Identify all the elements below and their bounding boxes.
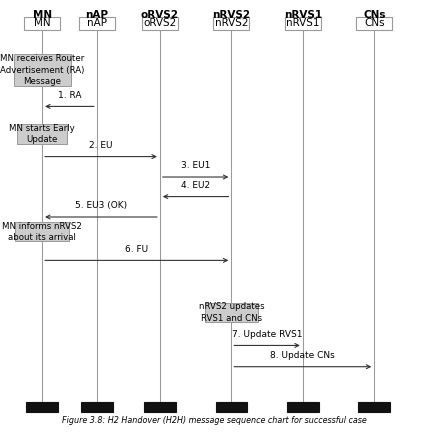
Text: 3. EU1: 3. EU1 — [181, 161, 210, 170]
Text: nRVS2 updates
RVS1 and CNs: nRVS2 updates RVS1 and CNs — [199, 302, 264, 323]
Text: MN informs nRVS2
about its arrival: MN informs nRVS2 about its arrival — [2, 222, 82, 242]
FancyBboxPatch shape — [26, 402, 58, 412]
Text: CNs: CNs — [364, 19, 384, 29]
Text: 6. FU: 6. FU — [125, 245, 148, 253]
Text: 2. EU: 2. EU — [89, 141, 113, 150]
Text: oRVS2: oRVS2 — [141, 10, 179, 20]
FancyBboxPatch shape — [24, 17, 60, 30]
FancyBboxPatch shape — [144, 402, 175, 412]
FancyBboxPatch shape — [215, 402, 247, 412]
Text: nAP: nAP — [87, 19, 107, 29]
Text: MN: MN — [34, 19, 51, 29]
Text: nRVS2: nRVS2 — [212, 10, 251, 20]
FancyBboxPatch shape — [17, 125, 67, 144]
FancyBboxPatch shape — [81, 402, 112, 412]
FancyBboxPatch shape — [214, 17, 249, 30]
Text: MN starts Early
Update: MN starts Early Update — [9, 124, 75, 144]
Text: 5. EU3 (OK): 5. EU3 (OK) — [75, 201, 127, 210]
Text: nRVS2: nRVS2 — [214, 19, 248, 29]
Text: MN receives Router
Advertisement (RA)
Message: MN receives Router Advertisement (RA) Me… — [0, 54, 85, 86]
FancyBboxPatch shape — [79, 17, 115, 30]
FancyBboxPatch shape — [14, 54, 70, 86]
FancyBboxPatch shape — [205, 303, 257, 322]
Text: nAP: nAP — [85, 10, 108, 20]
FancyBboxPatch shape — [15, 222, 69, 241]
FancyBboxPatch shape — [142, 17, 178, 30]
FancyBboxPatch shape — [359, 402, 390, 412]
Text: nRVS1: nRVS1 — [286, 19, 320, 29]
Text: 8. Update CNs: 8. Update CNs — [270, 351, 335, 360]
Text: 1. RA: 1. RA — [58, 91, 81, 100]
Text: 4. EU2: 4. EU2 — [181, 181, 210, 190]
Text: MN: MN — [33, 10, 51, 20]
FancyBboxPatch shape — [285, 17, 320, 30]
Text: Figure 3.8: H2 Handover (H2H) message sequence chart for successful case: Figure 3.8: H2 Handover (H2H) message se… — [62, 416, 367, 424]
Text: nRVS1: nRVS1 — [284, 10, 322, 20]
FancyBboxPatch shape — [287, 402, 319, 412]
Text: 7. Update RVS1: 7. Update RVS1 — [232, 330, 302, 339]
Text: oRVS2: oRVS2 — [143, 19, 176, 29]
Text: CNs: CNs — [363, 10, 386, 20]
FancyBboxPatch shape — [356, 17, 392, 30]
